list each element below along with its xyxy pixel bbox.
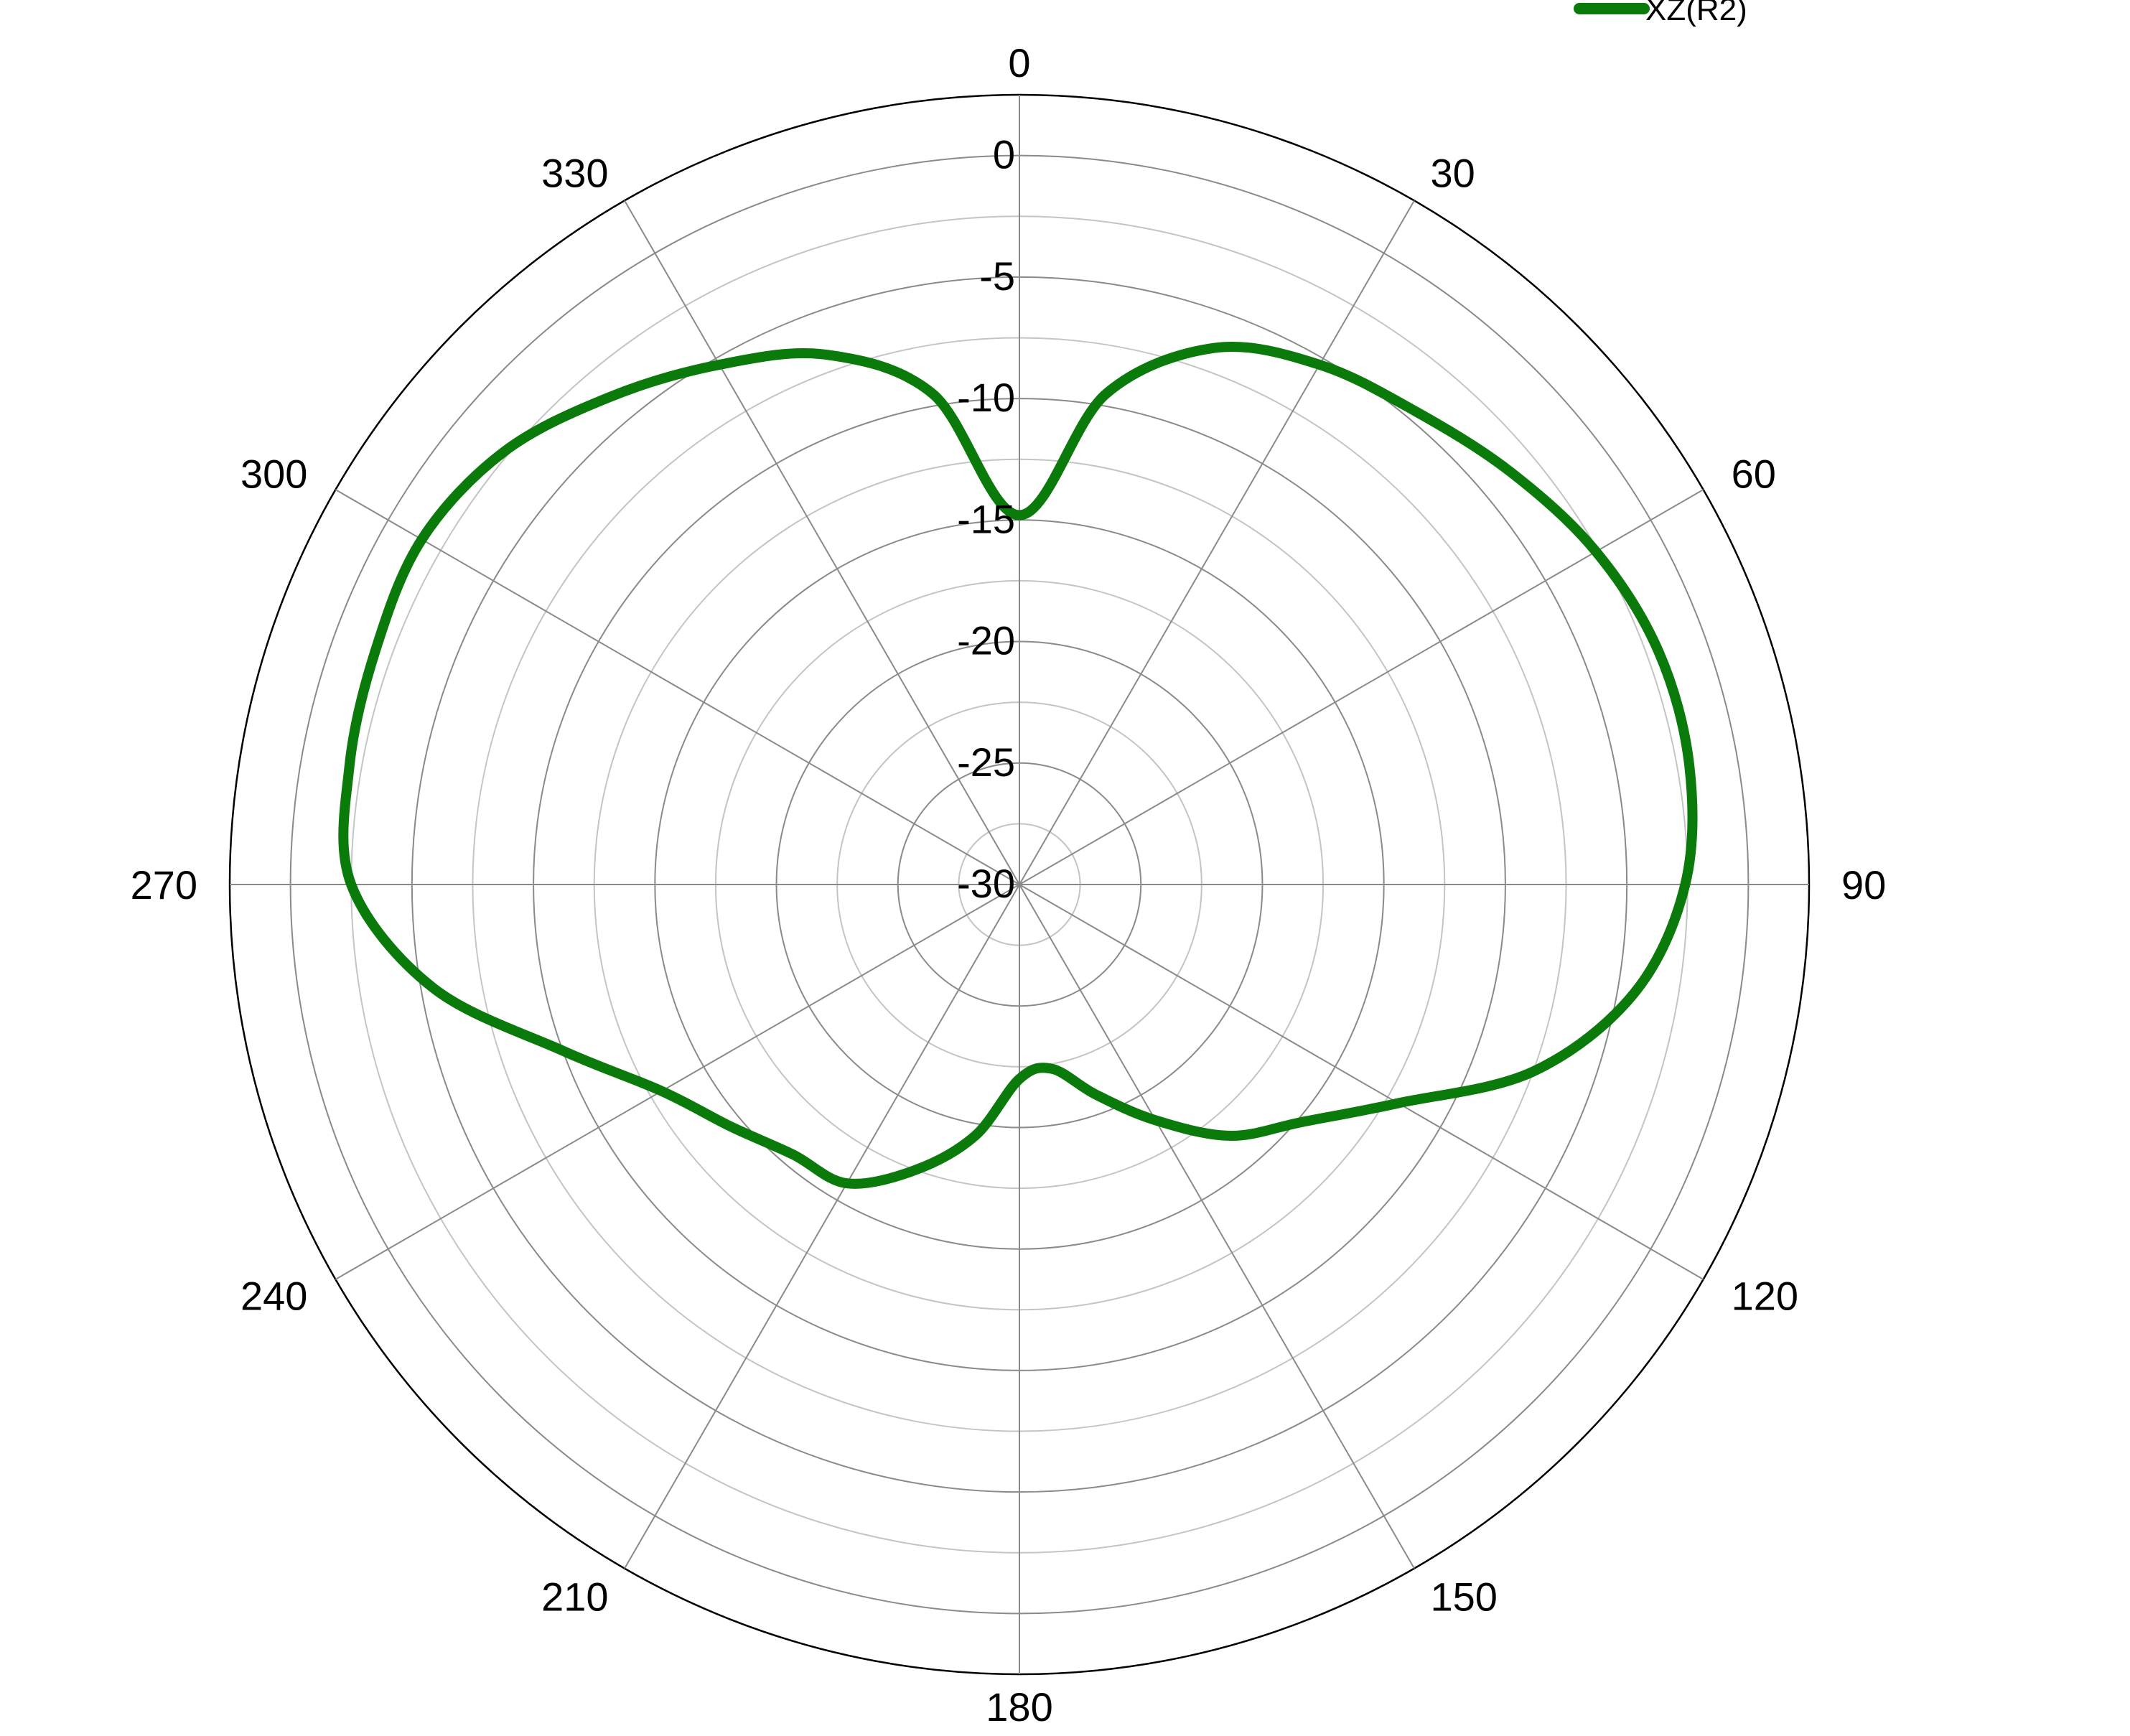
angle-tick-label: 30 (1431, 150, 1475, 195)
spoke-line (1019, 884, 1415, 1569)
angle-tick-label: 240 (240, 1274, 307, 1319)
spoke-line (624, 884, 1020, 1569)
angle-tick-label: 120 (1732, 1274, 1798, 1319)
radial-tick-label: -25 (957, 739, 1015, 785)
angle-tick-label: 270 (131, 862, 197, 907)
polar-axes (230, 95, 1809, 1674)
angle-tick-label: 150 (1431, 1574, 1498, 1620)
radial-tick-label: -20 (957, 618, 1015, 663)
radial-tick-label: -30 (957, 861, 1015, 906)
angle-tick-label: 180 (986, 1684, 1052, 1730)
tick-labels: 0 30 60 90 120 150 180 210 240 270 300 330 0 -5 -10 -15… (131, 40, 1887, 1730)
spoke-line (624, 200, 1020, 885)
spoke-line (335, 489, 1020, 885)
legend-label: XZ(R2) (1645, 0, 1747, 27)
legend: XZ(R2) (1574, 0, 1747, 27)
radial-tick-label: -15 (957, 496, 1015, 541)
angle-tick-label: 330 (541, 150, 608, 195)
radial-tick-label: -10 (957, 375, 1015, 420)
spoke-line (335, 884, 1020, 1280)
radial-tick-label: -5 (979, 253, 1015, 299)
spoke-line (1019, 884, 1704, 1280)
angle-tick-label: 300 (240, 452, 307, 497)
angle-tick-label: 60 (1732, 452, 1776, 497)
angle-tick-label: 0 (1008, 40, 1030, 85)
angle-tick-label: 90 (1841, 862, 1886, 907)
spoke-line (1019, 489, 1704, 885)
radial-tick-label: 0 (993, 132, 1015, 177)
angle-tick-label: 210 (541, 1574, 608, 1620)
spoke-line (1019, 200, 1415, 885)
series-layer (338, 341, 1698, 1189)
